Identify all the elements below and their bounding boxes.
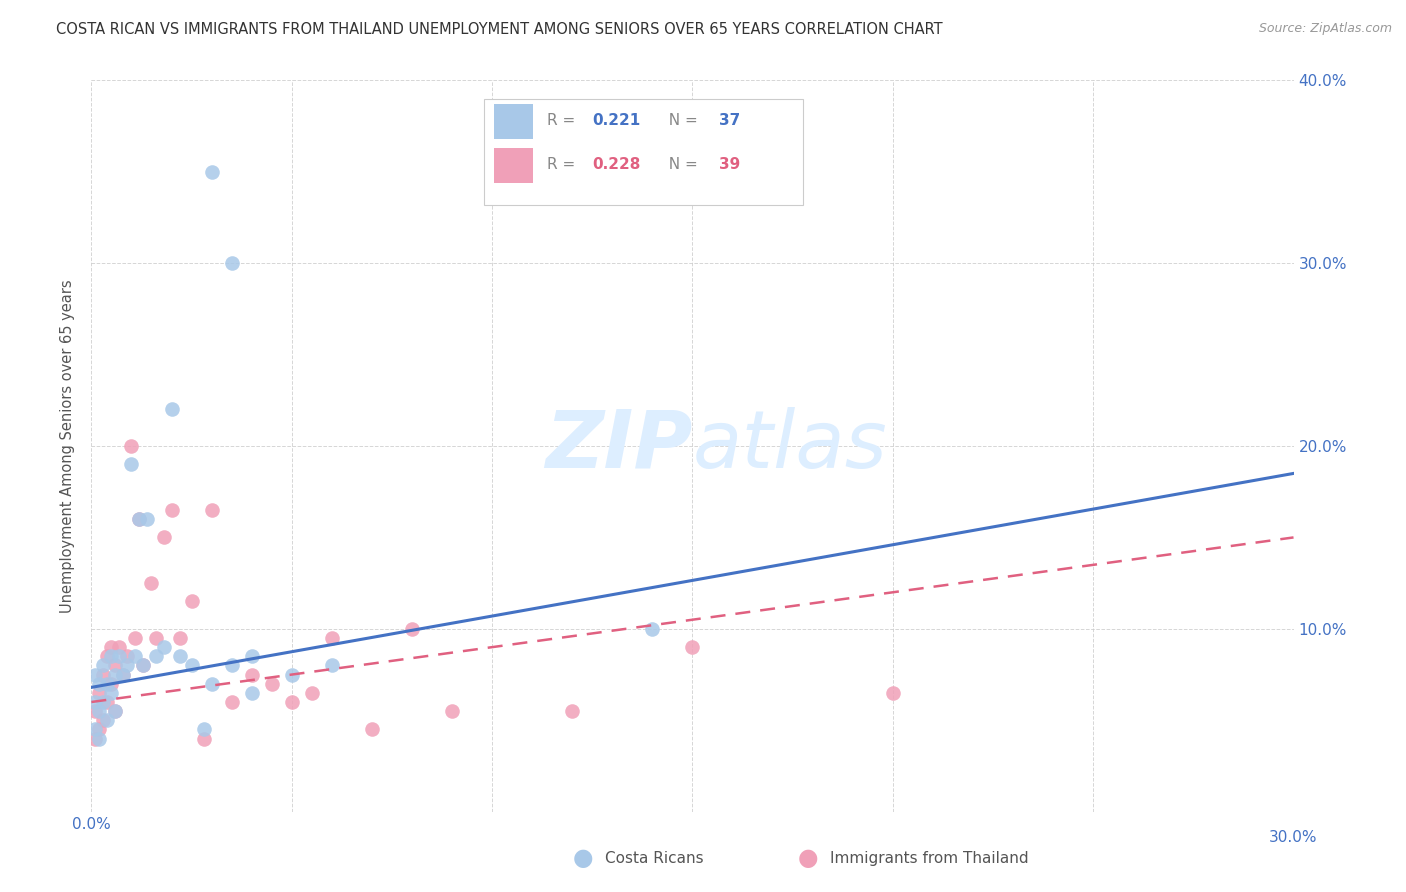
Point bbox=[440, 704, 463, 718]
Point bbox=[121, 439, 143, 453]
Point bbox=[100, 649, 122, 664]
Point bbox=[882, 686, 904, 700]
Point bbox=[100, 686, 122, 700]
Point bbox=[89, 686, 111, 700]
Point bbox=[240, 686, 263, 700]
Point bbox=[89, 723, 111, 737]
Text: Source: ZipAtlas.com: Source: ZipAtlas.com bbox=[1258, 22, 1392, 36]
FancyBboxPatch shape bbox=[485, 99, 803, 204]
Point bbox=[84, 667, 107, 681]
Point bbox=[152, 530, 174, 544]
Point bbox=[84, 731, 107, 746]
Point bbox=[96, 714, 118, 728]
Point bbox=[104, 704, 127, 718]
Point bbox=[93, 667, 115, 681]
Point bbox=[89, 676, 111, 690]
Point bbox=[100, 640, 122, 655]
Point bbox=[221, 658, 243, 673]
Point bbox=[93, 695, 115, 709]
Point bbox=[112, 667, 135, 681]
Point bbox=[681, 640, 703, 655]
Point bbox=[96, 676, 118, 690]
Point bbox=[141, 576, 163, 591]
Point bbox=[281, 667, 304, 681]
FancyBboxPatch shape bbox=[494, 103, 533, 139]
Point bbox=[84, 704, 107, 718]
Point bbox=[201, 503, 224, 517]
Point bbox=[84, 723, 107, 737]
Point bbox=[152, 640, 174, 655]
Point bbox=[84, 695, 107, 709]
Point bbox=[117, 658, 139, 673]
Point bbox=[360, 723, 382, 737]
Point bbox=[89, 731, 111, 746]
Point bbox=[93, 658, 115, 673]
Text: N =: N = bbox=[659, 157, 703, 172]
Text: 0.228: 0.228 bbox=[593, 157, 641, 172]
Point bbox=[641, 622, 664, 636]
Text: R =: R = bbox=[547, 113, 581, 128]
Text: ●: ● bbox=[799, 847, 818, 870]
Point bbox=[321, 631, 343, 645]
Point bbox=[145, 649, 167, 664]
Point bbox=[240, 649, 263, 664]
Point bbox=[193, 723, 215, 737]
Point bbox=[145, 631, 167, 645]
Point bbox=[221, 256, 243, 270]
Point bbox=[100, 676, 122, 690]
Point bbox=[124, 631, 146, 645]
Point bbox=[169, 631, 191, 645]
Point bbox=[104, 667, 127, 681]
Point bbox=[112, 667, 135, 681]
Text: ●: ● bbox=[574, 847, 593, 870]
Point bbox=[401, 622, 423, 636]
Text: atlas: atlas bbox=[692, 407, 887, 485]
Point bbox=[132, 658, 155, 673]
Text: ZIP: ZIP bbox=[546, 407, 692, 485]
Point bbox=[96, 695, 118, 709]
Point bbox=[104, 704, 127, 718]
Point bbox=[124, 649, 146, 664]
Point bbox=[301, 686, 323, 700]
Text: R =: R = bbox=[547, 157, 581, 172]
Point bbox=[128, 512, 150, 526]
Point bbox=[121, 458, 143, 472]
Point bbox=[108, 649, 131, 664]
Point bbox=[281, 695, 304, 709]
Point bbox=[221, 695, 243, 709]
Point bbox=[201, 676, 224, 690]
Point bbox=[240, 667, 263, 681]
Text: COSTA RICAN VS IMMIGRANTS FROM THAILAND UNEMPLOYMENT AMONG SENIORS OVER 65 YEARS: COSTA RICAN VS IMMIGRANTS FROM THAILAND … bbox=[56, 22, 943, 37]
FancyBboxPatch shape bbox=[494, 147, 533, 183]
Text: Immigrants from Thailand: Immigrants from Thailand bbox=[830, 851, 1028, 865]
Point bbox=[104, 658, 127, 673]
Point bbox=[193, 731, 215, 746]
Text: 0.221: 0.221 bbox=[593, 113, 641, 128]
Point bbox=[260, 676, 283, 690]
Point bbox=[108, 640, 131, 655]
Text: Costa Ricans: Costa Ricans bbox=[605, 851, 703, 865]
Text: 39: 39 bbox=[718, 157, 740, 172]
Point bbox=[321, 658, 343, 673]
Text: 37: 37 bbox=[718, 113, 740, 128]
Text: N =: N = bbox=[659, 113, 703, 128]
Point bbox=[93, 714, 115, 728]
Point bbox=[180, 594, 202, 608]
Point bbox=[180, 658, 202, 673]
Point bbox=[117, 649, 139, 664]
Point bbox=[169, 649, 191, 664]
Point bbox=[89, 704, 111, 718]
Text: 30.0%: 30.0% bbox=[1270, 830, 1317, 845]
Point bbox=[96, 649, 118, 664]
Point bbox=[160, 402, 183, 417]
Point bbox=[128, 512, 150, 526]
Point bbox=[201, 165, 224, 179]
Y-axis label: Unemployment Among Seniors over 65 years: Unemployment Among Seniors over 65 years bbox=[60, 279, 76, 613]
Point bbox=[132, 658, 155, 673]
Point bbox=[561, 704, 583, 718]
Point bbox=[136, 512, 159, 526]
Point bbox=[160, 503, 183, 517]
